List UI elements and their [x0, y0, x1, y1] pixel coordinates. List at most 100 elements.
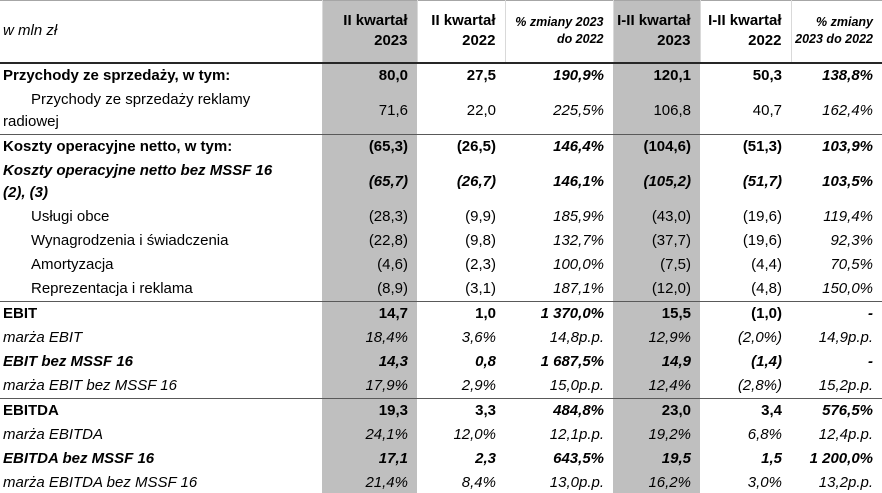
value-cell: 12,9%: [613, 325, 700, 350]
value-cell: (51,3): [742, 137, 782, 155]
value-cell: (4,6): [322, 252, 417, 277]
value-cell: 3,6%: [461, 328, 496, 346]
table-header: w mln zł II kwartał 2023 II kwartał 2022…: [0, 0, 882, 64]
table-row: EBITDA 19,3 3,3 484,8% 23,0 3,4 576,5%: [0, 398, 882, 423]
value-cell: 225,5%: [505, 87, 613, 135]
value-cell: 23,0: [613, 398, 700, 423]
row-label: marża EBITDA bez MSSF 16: [3, 473, 198, 491]
row-label: EBIT bez MSSF 16: [3, 352, 134, 370]
table-row: Reprezentacja i reklama (8,9) (3,1) 187,1%(…: [0, 276, 882, 302]
value-cell: 120,1: [613, 62, 700, 88]
value-cell: 187,1%: [505, 276, 613, 302]
value-cell: 14,7: [322, 301, 417, 326]
column-header-q2-2022: II kwartał 2022: [416, 0, 505, 64]
table-row: marża EBIT bez MSSF 16 17,9% 2,9% 15,0p.p. 1…: [0, 373, 882, 399]
value-cell: 1 687,5%: [540, 352, 604, 370]
value-cell: (65,3): [322, 134, 417, 159]
table-row: Amortyzacja (4,6) (2,3) 100,0% (7,5) (4,4) 70,…: [0, 252, 882, 277]
value-cell: 3,3: [475, 401, 496, 419]
column-header-h1-2023: I-II kwartał 2023: [612, 0, 700, 64]
value-cell: 119,4%: [823, 207, 873, 225]
row-label: Przychody ze sprzedaży, w tym:: [3, 66, 231, 84]
value-cell: (4,8): [700, 276, 791, 302]
value-cell: 0,8: [475, 352, 496, 370]
column-header-h1-2022: I-II kwartał 2022: [699, 0, 791, 64]
table-row: EBIT bez MSSF 16 14,3 0,8 1 687,5% 14,9 (1,4)…: [0, 349, 882, 374]
value-cell: (104,6): [613, 134, 700, 159]
table-row: marża EBIT 18,4% 3,6% 14,8p.p. 12,9% (2,0%) 14…: [0, 325, 882, 350]
value-cell: (2,3): [465, 255, 496, 273]
value-cell: 24,1%: [322, 422, 417, 447]
value-cell: -: [868, 352, 873, 370]
value-cell: 643,5%: [553, 449, 604, 467]
table-row: Usługi obce (28,3) (9,9) 185,9% (43,0) (19,6)…: [0, 204, 882, 229]
column-header-q2-2023: II kwartał 2023: [321, 0, 417, 64]
value-cell: 146,1%: [553, 172, 604, 190]
value-cell: 15,0p.p.: [505, 373, 613, 399]
value-cell: 92,3%: [830, 231, 873, 249]
value-cell: (105,2): [613, 158, 700, 205]
value-cell: 14,8p.p.: [549, 328, 604, 346]
value-cell: 146,4%: [553, 137, 604, 155]
row-label: EBITDA: [3, 401, 59, 419]
value-cell: 40,7: [700, 87, 791, 135]
value-cell: 22,0: [417, 87, 505, 135]
row-label: Usługi obce: [31, 207, 110, 225]
value-cell: 14,9p.p.: [818, 328, 873, 346]
table-row: marża EBITDA 24,1% 12,0% 12,1p.p. 19,2% 6,8% 1…: [0, 422, 882, 447]
value-cell: (19,6): [742, 207, 782, 225]
value-cell: 190,9%: [553, 66, 604, 84]
value-cell: (7,5): [613, 252, 700, 277]
value-cell: (2,0%): [737, 328, 782, 346]
value-cell: (51,7): [742, 172, 782, 190]
value-cell: 3,4: [761, 401, 782, 419]
table-row: Wynagrodzenia i świadczenia (22,8) (9,8) 13…: [0, 228, 882, 253]
value-cell: 27,5: [466, 66, 496, 84]
value-cell: (2,8%): [700, 373, 791, 399]
value-cell: (9,9): [465, 207, 496, 225]
value-cell: 1 200,0%: [809, 449, 873, 467]
value-cell: 106,8: [613, 87, 700, 135]
column-header-change-h: % zmiany 2023 do 2022: [790, 0, 882, 64]
value-cell: 2,9%: [417, 373, 505, 399]
value-cell: (37,7): [613, 228, 700, 253]
row-label: Koszty operacyjne netto, w tym:: [3, 137, 233, 155]
value-cell: 103,9%: [822, 137, 873, 155]
row-label: Amortyzacja: [31, 255, 114, 273]
value-cell: 19,5: [613, 446, 700, 471]
value-cell: 3,0%: [747, 473, 782, 491]
value-cell: 12,1p.p.: [549, 425, 604, 443]
value-cell: -: [868, 304, 873, 322]
value-cell: 19,3: [322, 398, 417, 423]
value-cell: 103,5%: [822, 172, 873, 190]
value-cell: (28,3): [322, 204, 417, 229]
value-cell: 13,0p.p.: [549, 473, 604, 491]
value-cell: (8,9): [322, 276, 417, 302]
value-cell: 185,9%: [553, 207, 604, 225]
value-cell: (3,1): [417, 276, 505, 302]
value-cell: 484,8%: [553, 401, 604, 419]
value-cell: 71,6: [322, 87, 417, 135]
value-cell: 50,3: [752, 66, 782, 84]
value-cell: (1,0): [751, 304, 782, 322]
unit-label: w mln zł: [0, 0, 322, 64]
value-cell: 100,0%: [553, 255, 604, 273]
value-cell: (22,8): [322, 228, 417, 253]
column-header-change-q: % zmiany 2023 do 2022: [504, 0, 613, 64]
table-row: EBIT 14,7 1,0 1 370,0% 15,5 (1,0) -: [0, 301, 882, 326]
row-label: Przychody ze sprzedaży reklamy radiowej: [0, 87, 322, 135]
value-cell: 18,4%: [322, 325, 417, 350]
value-cell: (12,0): [613, 276, 700, 302]
table-row: marża EBITDA bez MSSF 16 21,4% 8,4% 13,0p.p…: [0, 470, 882, 493]
value-cell: 14,9: [613, 349, 700, 374]
row-label: Reprezentacja i reklama: [0, 276, 322, 302]
row-label: marża EBITDA: [3, 425, 104, 443]
row-label: Koszty operacyjne netto bez MSSF 16 (2),…: [3, 161, 273, 201]
row-label: EBITDA bez MSSF 16: [3, 449, 155, 467]
value-cell: 138,8%: [822, 66, 873, 84]
value-cell: 12,4%: [613, 373, 700, 399]
value-cell: 14,3: [322, 349, 417, 374]
value-cell: 6,8%: [747, 425, 782, 443]
